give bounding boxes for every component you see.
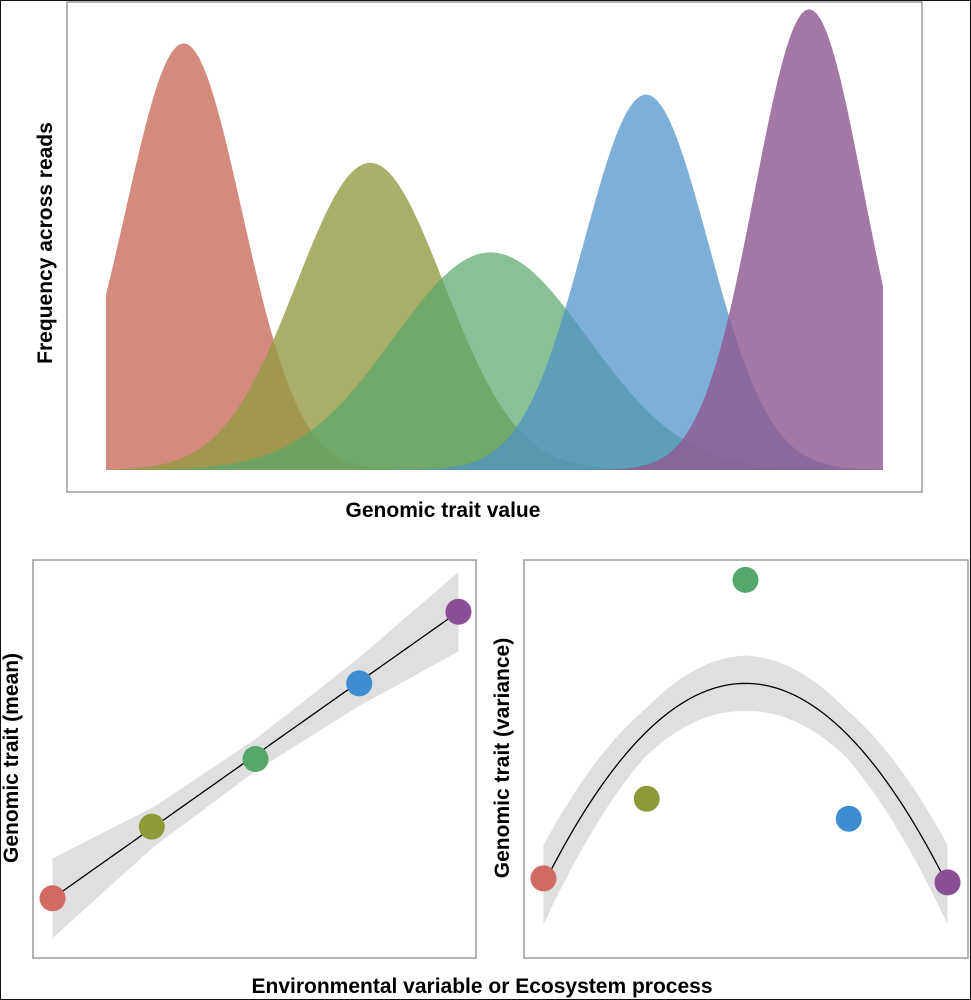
density-area-blue xyxy=(106,94,883,470)
variance-confidence-band xyxy=(543,655,948,925)
variance-panel-box xyxy=(523,559,969,959)
density-area-olive xyxy=(106,162,883,471)
variance-point-4 xyxy=(835,805,862,832)
variance-point-5 xyxy=(934,869,961,896)
mean-plot xyxy=(39,571,472,939)
variance-ylabel: Genomic trait (variance) xyxy=(491,638,514,878)
mean-ylabel: Genomic trait (mean) xyxy=(0,653,23,863)
variance-panel: Genomic trait (variance) xyxy=(491,559,969,959)
density-area-purple xyxy=(106,9,883,470)
mean-point-4 xyxy=(346,670,373,697)
density-ylabel: Frequency across reads xyxy=(34,122,57,364)
variance-plot xyxy=(530,566,961,925)
mean-panel: Genomic trait (mean) xyxy=(0,559,477,959)
variance-point-1 xyxy=(530,865,557,892)
density-area-green xyxy=(106,252,883,470)
shared-xlabel: Environmental variable or Ecosystem proc… xyxy=(251,975,712,998)
variance-fit-line xyxy=(542,682,949,886)
density-panel: Genomic trait value Frequency across rea… xyxy=(34,1,923,522)
density-area-red xyxy=(106,43,883,470)
variance-point-3 xyxy=(732,566,759,593)
density-xlabel: Genomic trait value xyxy=(346,499,541,522)
density-areas xyxy=(106,9,883,471)
mean-point-3 xyxy=(242,746,269,772)
mean-point-1 xyxy=(39,885,66,912)
variance-point-2 xyxy=(633,785,660,812)
mean-point-5 xyxy=(445,598,472,625)
mean-point-2 xyxy=(138,813,165,840)
